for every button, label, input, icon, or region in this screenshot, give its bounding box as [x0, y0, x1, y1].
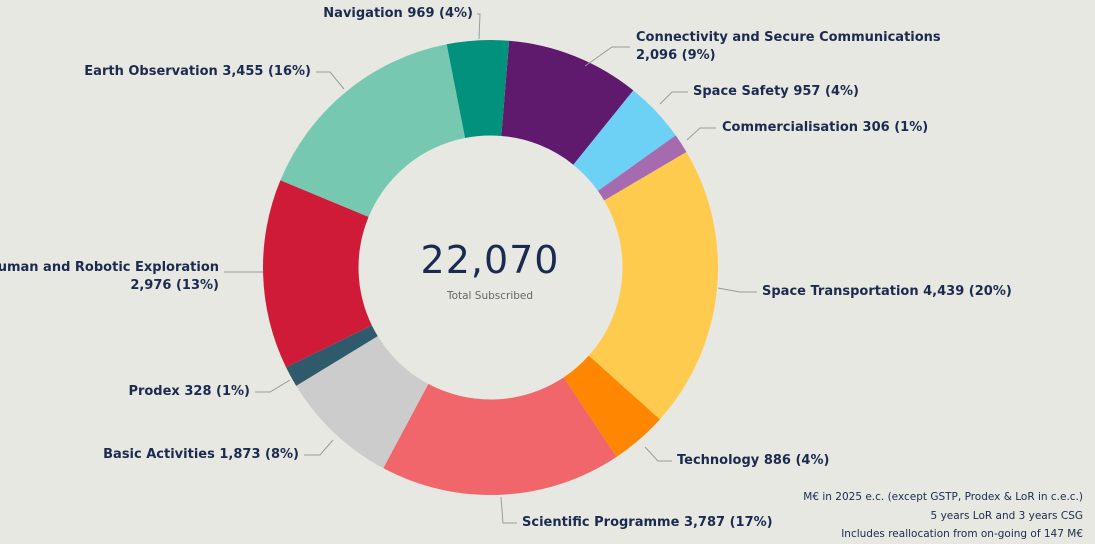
data-label-human-robotic-exploration: Human and Robotic Exploration 2,976 (13%… — [0, 260, 219, 293]
donut-slice-basic-activities[interactable] — [296, 336, 429, 469]
leader-line-basic-activities — [304, 439, 334, 456]
leader-line-commercialisation — [686, 127, 716, 141]
donut-slice-space-safety[interactable] — [573, 90, 676, 191]
leader-line-navigation — [477, 13, 481, 40]
data-label-prodex: Prodex 328 (1%) — [128, 384, 250, 399]
leader-line-space-transportation — [717, 287, 757, 293]
data-label-space-transportation: Space Transportation 4,439 (20%) — [762, 284, 1012, 299]
donut-slice-prodex[interactable] — [286, 325, 378, 386]
footnote: Includes reallocation from on-going of 1… — [841, 528, 1083, 540]
data-label-basic-activities: Basic Activities 1,873 (8%) — [103, 447, 299, 462]
leader-line-space-safety — [659, 91, 688, 105]
footnote: M€ in 2025 e.c. (except GSTP, Prodex & L… — [803, 491, 1083, 503]
data-label-technology: Technology 886 (4%) — [677, 453, 830, 468]
donut-slice-commercialisation[interactable] — [597, 135, 687, 201]
leader-line-prodex — [255, 379, 291, 393]
donut-slice-earth-observation[interactable] — [280, 44, 466, 217]
data-label-navigation: Navigation 969 (4%) — [323, 6, 473, 21]
donut-slice-technology[interactable] — [563, 355, 660, 457]
leader-line-scientific — [500, 496, 517, 524]
data-label-commercialisation: Commercialisation 306 (1%) — [722, 120, 929, 135]
leader-line-technology — [644, 446, 672, 462]
footnote: 5 years LoR and 3 years CSG — [930, 509, 1083, 522]
donut-slice-human-and-robotic-exploration[interactable] — [263, 180, 372, 368]
data-label-space-safety: Space Safety 957 (4%) — [693, 84, 859, 99]
donut-slice-space-transportation[interactable] — [588, 151, 718, 420]
data-label-earth-observation: Earth Observation 3,455 (16%) — [84, 64, 311, 79]
center-total-label: Total Subscribed — [446, 290, 534, 302]
donut-slice-navigation[interactable] — [446, 39, 510, 138]
center-total-value: 22,070 — [420, 238, 560, 282]
donut-slice-connectivity-and-secure-communications[interactable] — [501, 40, 634, 165]
leader-line-earth-observation — [316, 71, 345, 90]
data-label-scientific-programme: Scientific Programme 3,787 (17%) — [522, 515, 773, 530]
leader-line-connectivity — [584, 46, 630, 67]
donut-slice-scientific-programme[interactable] — [383, 377, 617, 496]
footnotes: M€ in 2025 e.c. (except GSTP, Prodex & L… — [803, 488, 1083, 544]
data-label-connectivity: Connectivity and Secure Communications 2… — [636, 30, 941, 63]
